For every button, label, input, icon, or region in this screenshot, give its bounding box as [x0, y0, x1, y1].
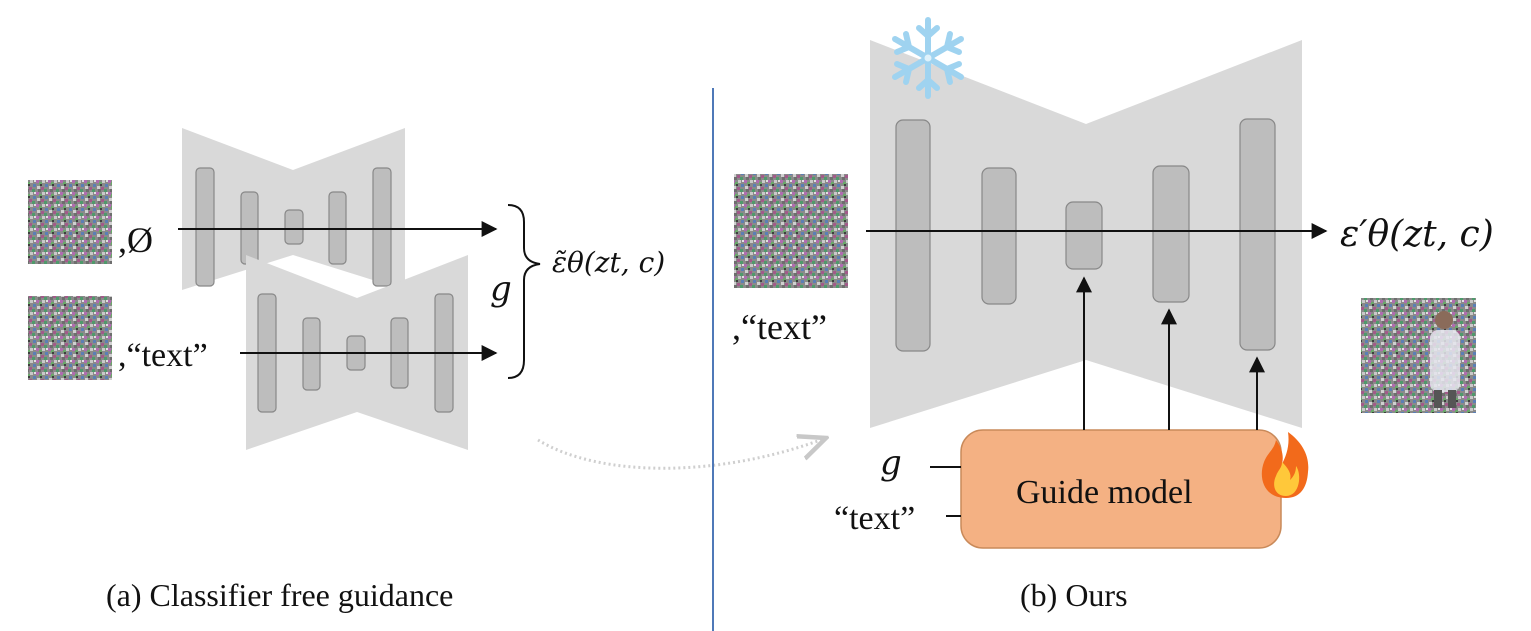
right-panel-caption: (b) Ours [1020, 577, 1128, 613]
output-image [1361, 298, 1476, 413]
left-panel-caption: (a) Classifier free guidance [106, 577, 453, 613]
cfg-output-label: ε̃θ(zt, c) [552, 246, 665, 279]
unet-frozen [870, 40, 1302, 428]
noisy-latent-image-bottom [28, 296, 112, 380]
right-panel-ours: ,“text” ε′θ(zt, c) Guide model g “text” [732, 17, 1494, 613]
noisy-latent-image-right [734, 174, 848, 288]
text-input-to-guide: “text” [834, 500, 915, 537]
text-condition-label-right: ,“text” [732, 307, 827, 347]
fire-icon [1261, 432, 1309, 498]
snowflake-icon [892, 17, 964, 99]
text-condition-label-left: ,“text” [118, 337, 208, 374]
left-panel-classifier-free-guidance: ,Ø ,“text” g ε̃θ(zt, c) (a) Classifier f… [28, 128, 665, 613]
noisy-latent-image-top [28, 180, 112, 264]
ours-output-label: ε′θ(zt, c) [1340, 214, 1494, 255]
guide-model-label: Guide model [1016, 474, 1193, 511]
combine-brace [507, 204, 541, 379]
null-condition-label: ,Ø [118, 220, 153, 260]
guidance-scale-symbol-left: g [490, 269, 512, 309]
guidance-scale-input: g [880, 443, 902, 483]
unet-unconditional [182, 128, 405, 290]
transition-arrow [537, 438, 826, 470]
